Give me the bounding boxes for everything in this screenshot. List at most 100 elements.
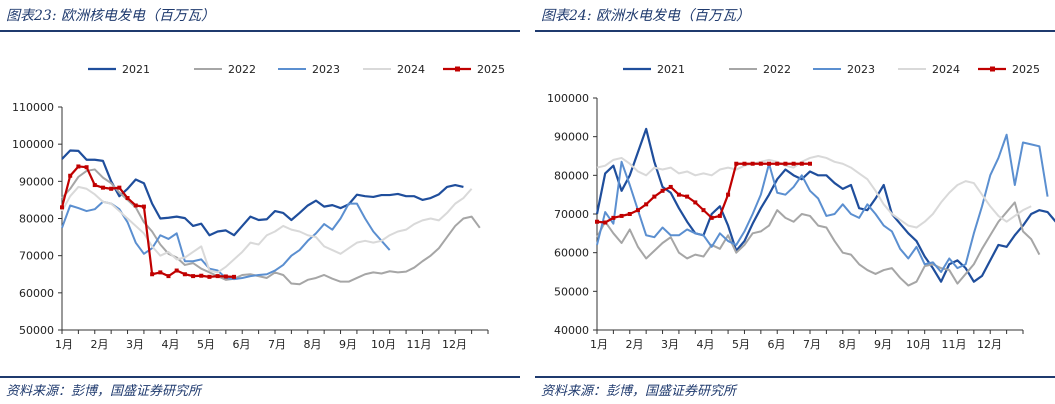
data-point-2025 xyxy=(717,213,722,218)
data-point-2025 xyxy=(603,220,608,225)
data-point-2025 xyxy=(635,208,640,213)
data-point-2025 xyxy=(668,184,673,189)
source-note: 资料来源：彭博，国盛证券研究所 xyxy=(6,384,202,399)
series-line-2024 xyxy=(596,155,1032,229)
legend-label-2024: 2024 xyxy=(932,63,960,76)
data-point-2025 xyxy=(68,173,73,178)
x-tick-label: 10月 xyxy=(371,338,396,351)
y-tick-label: 100000 xyxy=(547,92,589,105)
legend-label-2023: 2023 xyxy=(847,63,875,76)
data-point-2025 xyxy=(191,274,196,279)
y-tick-label: 100000 xyxy=(12,138,54,151)
data-point-2025 xyxy=(199,273,204,278)
x-tick-label: 1月 xyxy=(55,338,73,351)
legend-label-2022: 2022 xyxy=(228,63,256,76)
legend-label-2023: 2023 xyxy=(312,63,340,76)
x-tick-label: 11月 xyxy=(942,338,967,351)
chart-title: 图表23: 欧洲核电发电（百万瓦） xyxy=(6,8,215,24)
y-tick-label: 40000 xyxy=(554,324,589,337)
x-tick-label: 5月 xyxy=(197,338,215,351)
legend-label-2021: 2021 xyxy=(657,63,685,76)
data-point-2025 xyxy=(652,194,657,199)
data-point-2025 xyxy=(150,272,155,277)
x-tick-label: 9月 xyxy=(339,338,357,351)
y-tick-label: 50000 xyxy=(554,285,589,298)
data-point-2025 xyxy=(775,161,780,166)
series-line-2023 xyxy=(596,133,1049,273)
x-tick-label: 12月 xyxy=(442,338,467,351)
data-point-2025 xyxy=(92,183,97,188)
x-tick-label: 11月 xyxy=(407,338,432,351)
x-tick-label: 8月 xyxy=(304,338,322,351)
series-line-2022 xyxy=(61,168,481,286)
x-tick-label: 9月 xyxy=(874,338,892,351)
x-tick-label: 3月 xyxy=(661,338,679,351)
series-line-2024 xyxy=(61,185,473,274)
data-point-2025 xyxy=(693,200,698,205)
data-point-2025 xyxy=(644,202,649,207)
x-tick-label: 7月 xyxy=(803,338,821,351)
x-tick-label: 6月 xyxy=(768,338,786,351)
data-point-2025 xyxy=(709,215,714,220)
data-point-2025 xyxy=(734,161,739,166)
x-tick-label: 4月 xyxy=(697,338,715,351)
data-point-2025 xyxy=(133,203,138,208)
data-point-2025 xyxy=(125,196,130,201)
y-tick-label: 90000 xyxy=(19,175,54,188)
series-line-2022 xyxy=(596,201,1041,287)
data-point-2025 xyxy=(60,205,64,210)
data-point-2025 xyxy=(207,274,212,279)
y-tick-label: 110000 xyxy=(12,101,54,114)
data-point-2025 xyxy=(182,272,187,277)
chart-panel-nuclear: 图表23: 欧洲核电发电（百万瓦） 110000 100000 90000 80000… xyxy=(0,0,520,404)
x-tick-label: 1月 xyxy=(590,338,608,351)
x-tick-label: 4月 xyxy=(162,338,180,351)
y-tick-label: 60000 xyxy=(554,247,589,260)
source-note: 资料来源：彭博，国盛证券研究所 xyxy=(541,384,737,399)
data-point-2025 xyxy=(701,208,706,213)
series-line-2025 xyxy=(60,165,235,278)
source-rule xyxy=(535,376,1055,378)
legend-marker-2025 xyxy=(455,66,460,72)
series-line-2021 xyxy=(61,149,464,237)
data-point-2025 xyxy=(627,212,632,216)
legend-label-2024: 2024 xyxy=(397,63,425,76)
y-tick-label: 70000 xyxy=(19,250,54,263)
data-point-2025 xyxy=(100,185,105,190)
data-point-2025 xyxy=(685,194,690,199)
data-point-2025 xyxy=(166,274,171,279)
x-tick-label: 10月 xyxy=(906,338,931,351)
data-point-2025 xyxy=(109,186,114,191)
data-point-2025 xyxy=(158,270,163,275)
data-point-2025 xyxy=(742,161,747,166)
data-point-2025 xyxy=(223,274,228,279)
y-tick-label: 50000 xyxy=(19,324,54,337)
title-rule xyxy=(0,30,520,32)
legend-label-2025: 2025 xyxy=(477,63,505,76)
data-point-2025 xyxy=(611,215,616,220)
series-line-2021 xyxy=(595,127,1055,283)
data-point-2025 xyxy=(783,161,788,166)
data-point-2025 xyxy=(174,268,179,273)
legend-label-2021: 2021 xyxy=(122,63,150,76)
legend-marker-2025 xyxy=(990,66,995,72)
x-tick-label: 8月 xyxy=(839,338,857,351)
x-tick-label: 7月 xyxy=(268,338,286,351)
data-point-2025 xyxy=(767,161,772,166)
x-tick-label: 5月 xyxy=(732,338,750,351)
data-point-2025 xyxy=(619,213,624,218)
x-tick-label: 12月 xyxy=(977,338,1002,351)
x-tick-label: 2月 xyxy=(626,338,644,351)
y-tick-label: 70000 xyxy=(554,208,589,221)
y-tick-label: 60000 xyxy=(19,287,54,300)
chart-title: 图表24: 欧洲水电发电（百万瓦） xyxy=(541,8,750,24)
legend-label-2022: 2022 xyxy=(763,63,791,76)
data-point-2025 xyxy=(799,161,804,166)
data-point-2025 xyxy=(232,274,237,279)
x-tick-label: 3月 xyxy=(126,338,144,351)
chart-panel-hydro: 图表24: 欧洲水电发电（百万瓦） 100000 90000 80000 70000 6… xyxy=(535,0,1055,404)
y-tick-label: 80000 xyxy=(19,213,54,226)
data-point-2025 xyxy=(750,161,755,166)
x-tick-label: 6月 xyxy=(233,338,251,351)
